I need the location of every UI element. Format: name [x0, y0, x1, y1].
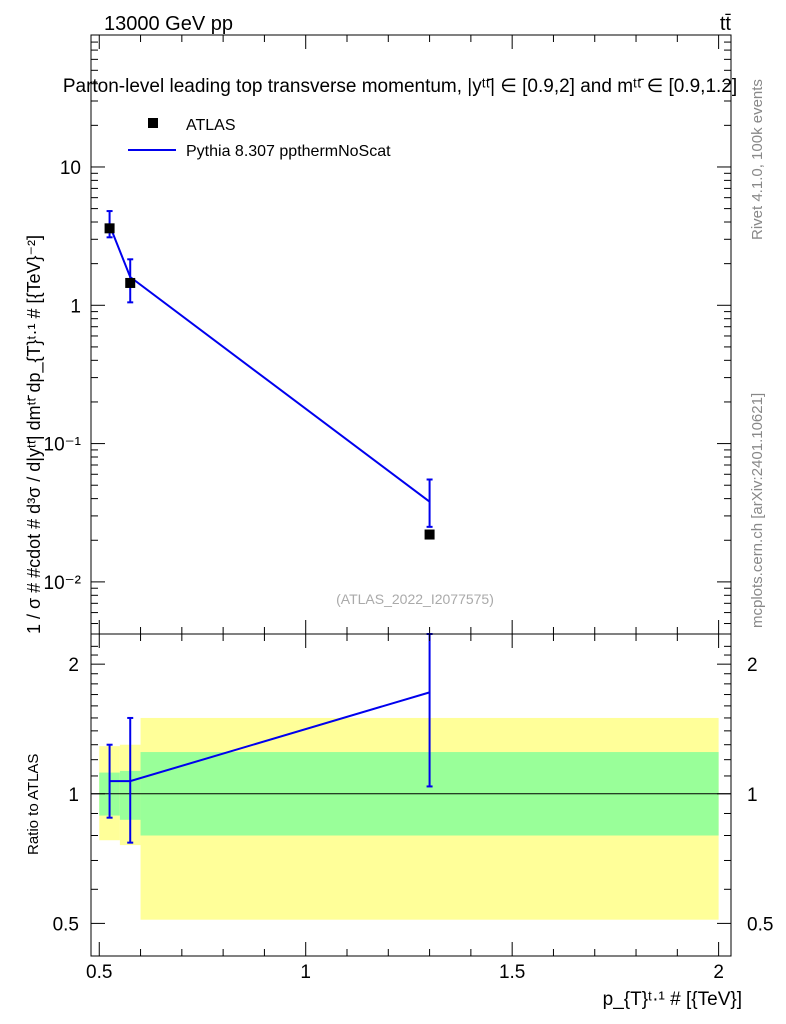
ratio-panel: 0.5 1 1.5 2 0.5 0.5 1 1 2 2 — [53, 633, 773, 983]
ratio-y-tick-label-right: 1 — [747, 785, 758, 806]
analysis-id-label: (ATLAS_2022_I2077575) — [336, 591, 494, 607]
ratio-y-tick-label-right: 2 — [747, 655, 758, 676]
legend-atlas-label: ATLAS — [186, 117, 236, 134]
ratio-y-axis-label: Ratio to ATLAS — [25, 754, 42, 855]
main-y-tick-label: 1 — [70, 296, 81, 317]
x-tick-label: 1 — [300, 962, 311, 983]
legend-atlas-marker — [148, 118, 158, 128]
ratio-plot-frame — [90, 633, 732, 957]
energy-label: 13000 GeV pp — [104, 13, 233, 35]
atlas-data-point — [104, 223, 115, 234]
legend: ATLAS Pythia 8.307 ppthermNoScat — [128, 117, 391, 160]
main-y-tick-label: 10⁻² — [44, 573, 82, 594]
x-axis-label: p_{T}ᵗ·¹ # [{TeV}] — [603, 989, 742, 1010]
mcplots-label: mcplots.cern.ch [arXiv:2401.10621] — [749, 393, 766, 628]
atlas-data-point — [125, 277, 136, 288]
main-y-tick-label: 10⁻¹ — [44, 435, 82, 456]
main-y-tick-label: 10 — [60, 158, 81, 179]
legend-pythia-label: Pythia 8.307 ppthermNoScat — [186, 143, 391, 160]
ratio-y-tick-label-right: 0.5 — [747, 914, 773, 935]
main-y-axis-label: 1 / σ # #cdot # d³σ / d|yᵗᵗ̄| dmᵗᵗ̄ dp_{… — [24, 235, 45, 634]
chart-title: Parton-level leading top transverse mome… — [63, 76, 737, 97]
x-tick-label: 0.5 — [86, 962, 112, 983]
x-tick-label: 1.5 — [499, 962, 525, 983]
rivet-label: Rivet 4.1.0, 100k events — [749, 79, 766, 240]
ratio-y-tick-label-left: 1 — [68, 785, 79, 806]
x-tick-label: 2 — [713, 962, 724, 983]
pythia-series-line — [108, 224, 431, 503]
ratio-y-tick-label-left: 2 — [68, 655, 79, 676]
process-label: tt̄ — [720, 13, 732, 35]
main-panel: 10⁻² 10⁻¹ 1 10 (ATLAS_2022_I2077575) ATLAS … — [44, 34, 732, 635]
atlas-data-point — [424, 529, 435, 540]
ratio-y-tick-label-left: 0.5 — [53, 914, 79, 935]
